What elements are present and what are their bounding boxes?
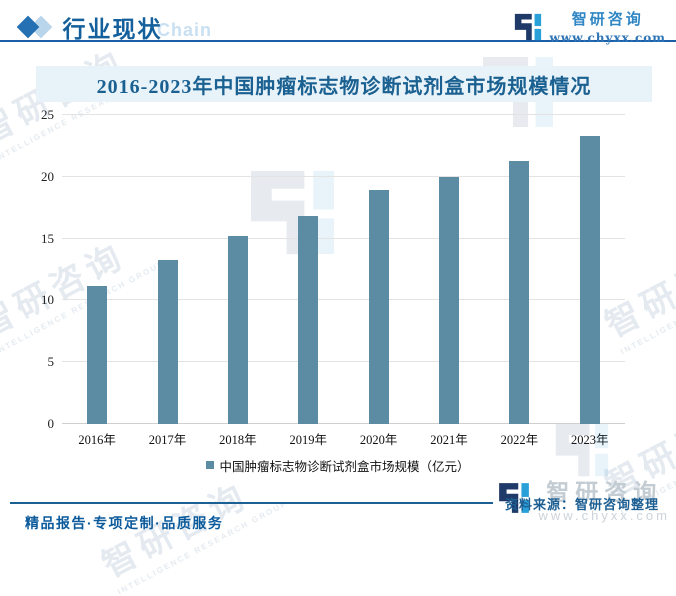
- diamond-bullet-icon: [16, 15, 58, 39]
- y-axis-tick-label: 10: [41, 292, 54, 308]
- footer-brand-watermark: 智研咨询 www.chyxx.com: [497, 473, 670, 523]
- x-axis-label: 2018年: [219, 433, 257, 447]
- footer-brand-name: 智研咨询: [546, 479, 663, 505]
- watermark-chain: Chain: [157, 20, 213, 40]
- plot-area: 0 5 10 15 20 25: [41, 107, 625, 431]
- bar-slot: [414, 115, 484, 424]
- header: Chain 行业现状 智研咨询 www.chyxx.com: [0, 0, 676, 45]
- bar-slot: [273, 115, 343, 424]
- chart-title-band: 2016-2023年中国肿瘤标志物诊断试剂盒市场规模情况: [36, 66, 652, 102]
- x-axis-label: 2023年: [571, 433, 609, 447]
- bar-2020年: [368, 190, 389, 424]
- footer: 精品报告·专项定制·品质服务: [0, 513, 676, 533]
- y-axis-tick-label: 20: [41, 168, 54, 184]
- x-axis-label: 2020年: [359, 433, 398, 447]
- legend-marker: [206, 461, 215, 469]
- legend: 中国肿瘤标志物诊断试剂盒市场规模（亿元）: [0, 456, 676, 474]
- bar-2022年: [509, 160, 530, 424]
- gridline: 0: [48, 416, 625, 431]
- x-axis-label: 2022年: [500, 433, 539, 447]
- section-title: 行业现状: [62, 17, 163, 42]
- x-axis-label: 2019年: [289, 433, 328, 447]
- bar-2021年: [439, 176, 460, 424]
- bar-slot: [484, 115, 554, 424]
- bar-2023年: [579, 136, 600, 424]
- y-axis-tick-label: 5: [47, 354, 55, 370]
- bar-2016年: [87, 285, 108, 424]
- brand-logo: 智研咨询 www.chyxx.com: [513, 8, 666, 45]
- bars: [62, 115, 625, 424]
- bar-2018年: [227, 236, 248, 424]
- source-row: 资料来源：智研咨询整理: [0, 494, 676, 512]
- brand-logo-icon: [514, 13, 541, 40]
- bar-slot: [132, 115, 202, 424]
- bar-slot: [344, 115, 414, 424]
- bar-slot: [62, 115, 132, 424]
- brand-name: 智研咨询: [571, 11, 644, 28]
- x-axis-label: 2016年: [78, 433, 116, 447]
- bar-slot: [203, 115, 273, 424]
- gridline: 10: [41, 292, 625, 307]
- x-axis-labels: 2016年 2017年 2018年 2019年 2020年 2021年 2022年 2023年: [62, 429, 625, 448]
- gridline: 5: [48, 354, 625, 369]
- brand-url: www.chyxx.com: [549, 31, 666, 45]
- legend-label: 中国肿瘤标志物诊断试剂盒市场规模（亿元）: [219, 459, 470, 474]
- source-text: 资料来源：智研咨询整理: [505, 496, 660, 512]
- x-axis-label: 2017年: [148, 433, 187, 447]
- x-axis-label: 2021年: [430, 433, 468, 447]
- source-divider-line: [10, 502, 493, 504]
- gridline: 15: [41, 231, 625, 246]
- footer-tagline: 精品报告·专项定制·品质服务: [25, 515, 224, 531]
- y-axis-tick-label: 25: [41, 107, 54, 122]
- gridline: 20: [41, 169, 625, 184]
- gridline: 25: [41, 107, 625, 122]
- watermark-en: INTELLIGENCE RESEARCH GROUP: [619, 259, 676, 357]
- y-axis-tick-label: 15: [41, 230, 54, 246]
- chart-title: 2016-2023年中国肿瘤标志物诊断试剂盒市场规模情况: [96, 75, 592, 98]
- bar-2017年: [157, 259, 178, 424]
- y-axis-tick-label: 0: [47, 416, 55, 431]
- footer-brand-url: www.chyxx.com: [538, 508, 670, 523]
- bar-2019年: [298, 216, 319, 424]
- bar-slot: [555, 115, 625, 424]
